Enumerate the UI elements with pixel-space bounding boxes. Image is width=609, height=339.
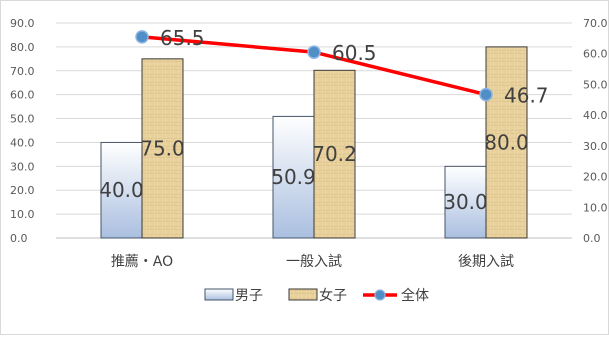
left-tick-label: 40.0: [10, 136, 35, 149]
female-bar: [141, 58, 184, 239]
legend-label-total: 全体: [401, 287, 429, 304]
right-tick-label: 20.0: [583, 171, 608, 184]
left-tick-label: 10.0: [10, 208, 35, 221]
female-data-label: 80.0: [484, 130, 529, 154]
legend-label-male: 男子: [235, 288, 263, 304]
total-data-label: 65.5: [160, 26, 205, 50]
female-data-label: 75.0: [140, 136, 185, 160]
male-bar: [100, 141, 143, 239]
left-tick-label: 50.0: [10, 113, 35, 126]
right-tick-label: 10.0: [583, 201, 608, 214]
left-tick-label: 30.0: [10, 160, 35, 173]
category-label: 一般入試: [286, 254, 342, 270]
right-tick-label: 60.0: [583, 48, 608, 61]
right-tick-label: 50.0: [583, 78, 608, 91]
right-tick-label: 0.0: [583, 232, 601, 245]
category-label: 推薦・AO: [111, 254, 173, 270]
left-tick-label: 80.0: [10, 41, 35, 54]
right-tick-label: 40.0: [583, 109, 608, 122]
left-tick-label: 70.0: [10, 65, 35, 78]
right-tick-label: 30.0: [583, 140, 608, 153]
female-bar: [313, 69, 356, 239]
legend-swatch-male: [204, 288, 234, 301]
total-data-label: 46.7: [504, 84, 549, 108]
male-bar: [444, 165, 487, 239]
left-tick-label: 0.0: [10, 232, 28, 245]
total-marker: [479, 87, 493, 102]
male-data-label: 40.0: [99, 178, 144, 202]
right-tick-label: 70.0: [583, 17, 608, 30]
male-data-label: 30.0: [443, 190, 488, 214]
legend-label-female: 女子: [319, 287, 347, 304]
male-data-label: 50.9: [271, 165, 316, 189]
left-tick-label: 60.0: [10, 89, 35, 102]
male-bar: [272, 115, 315, 239]
category-label: 後期入試: [458, 254, 514, 270]
legend-swatch-total-marker: [374, 289, 386, 301]
left-tick-label: 20.0: [10, 184, 35, 197]
female-data-label: 70.2: [312, 142, 357, 166]
legend-swatch-female: [288, 288, 318, 301]
total-data-label: 60.5: [332, 41, 377, 65]
total-marker: [307, 45, 321, 59]
female-bar: [485, 46, 528, 239]
total-marker: [135, 30, 149, 44]
left-tick-label: 90.0: [10, 17, 35, 30]
